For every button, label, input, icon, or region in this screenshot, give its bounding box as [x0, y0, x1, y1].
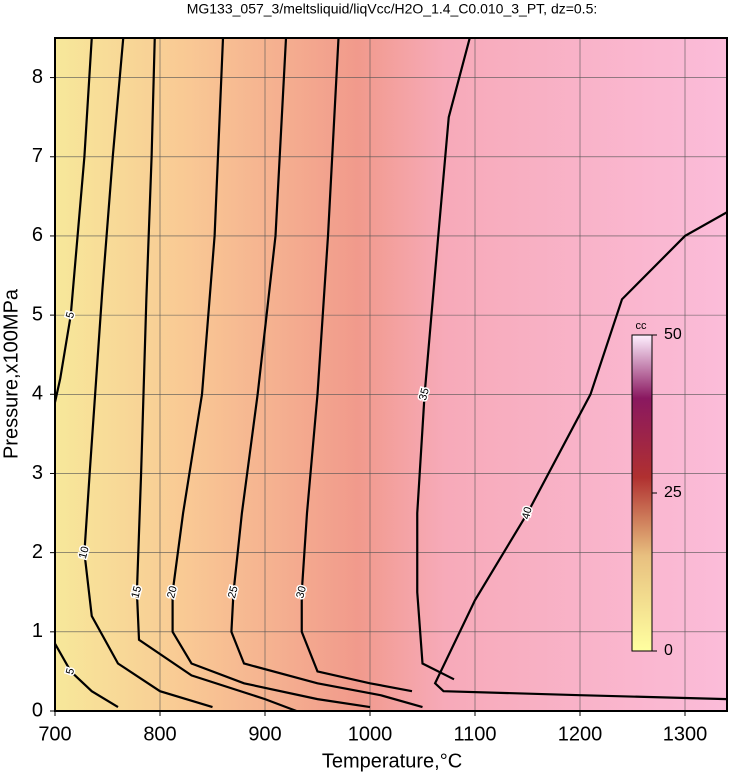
contour-line [55, 38, 93, 403]
contour-line [230, 38, 423, 709]
contour-label: 15 [129, 585, 144, 600]
contour-label: 30 [294, 585, 309, 600]
contour-line [55, 643, 119, 708]
x-tick-label: 1100 [453, 723, 496, 745]
y-tick-label: 8 [32, 66, 43, 88]
x-tick-label: 800 [143, 723, 176, 745]
colorbar-label: cc [636, 320, 648, 332]
x-tick-label: 700 [38, 723, 71, 745]
contour-label: 35 [417, 387, 432, 402]
colorbar [631, 334, 653, 652]
y-tick-label: 1 [32, 620, 43, 642]
contour-line [135, 38, 297, 711]
plot-frame [54, 37, 728, 712]
y-tick-label: 6 [32, 224, 43, 246]
contour-line [416, 38, 471, 681]
contour-line [433, 211, 727, 701]
contour-label: 20 [165, 585, 180, 600]
contour-label: 25 [226, 585, 241, 600]
x-tick-label: 1000 [348, 723, 393, 745]
plot-background [55, 38, 727, 711]
y-tick-label: 3 [32, 462, 43, 484]
colorbar-tick-label: 50 [664, 326, 682, 343]
colorbar-tick-label: 0 [664, 642, 673, 659]
y-tick-label: 0 [32, 699, 43, 721]
contour-label: 10 [77, 545, 92, 560]
x-tick-label: 1300 [663, 723, 708, 745]
x-tick-label: 1200 [558, 723, 603, 745]
y-tick-label: 7 [32, 145, 43, 167]
y-tick-label: 5 [32, 303, 43, 325]
y-axis-label: Pressure,x100MPa [0, 288, 22, 459]
x-tick-label: 900 [248, 723, 281, 745]
colorbar-tick-label: 25 [664, 484, 682, 501]
y-tick-label: 4 [32, 383, 43, 405]
chart-title: MG133_057_3/meltsliquid/liqVcc/H2O_1.4_C… [187, 1, 598, 17]
x-axis-label: Temperature,°C [322, 750, 462, 772]
contour-label: 40 [520, 506, 535, 521]
y-tick-label: 2 [32, 541, 43, 563]
contour-line [300, 38, 413, 693]
contour-line [171, 38, 371, 709]
contour-line [83, 38, 213, 709]
